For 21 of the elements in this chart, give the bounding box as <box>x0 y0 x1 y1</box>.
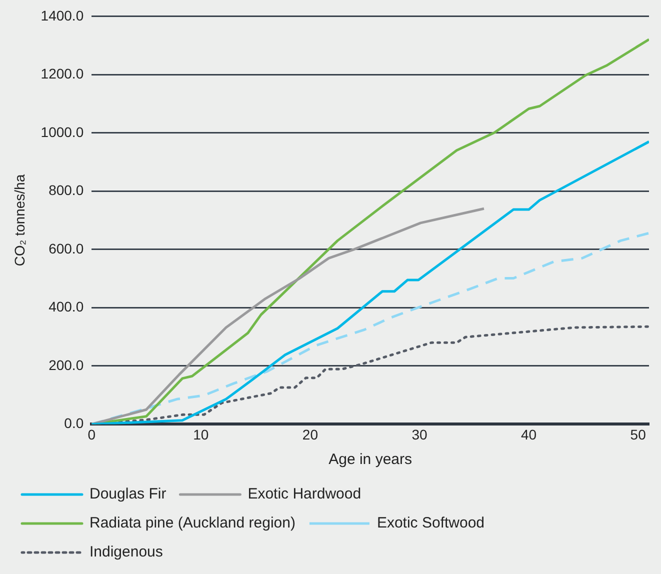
x-tick-label: 0 <box>88 426 96 442</box>
x-tick-label: 20 <box>302 426 318 442</box>
x-tick-label: 30 <box>412 426 428 442</box>
y-tick-label: 200.0 <box>48 356 84 373</box>
y-tick-label: 400.0 <box>48 298 84 315</box>
y-tick-label: 1400.0 <box>40 7 84 24</box>
y-tick-label: 600.0 <box>48 240 84 256</box>
legend-label: Exotic Hardwood <box>248 486 362 503</box>
y-tick-label: 1200.0 <box>40 66 84 82</box>
y-tick-label: 1000.0 <box>40 124 84 140</box>
x-tick-label: 50 <box>630 426 646 442</box>
y-tick-label: 0.0 <box>64 415 84 432</box>
legend-label: Douglas Fir <box>90 486 166 503</box>
y-tick-label: 800.0 <box>48 182 84 198</box>
legend-label: Indigenous <box>90 544 163 561</box>
legend-label: Radiata pine (Auckland region) <box>90 514 296 532</box>
x-tick-label: 10 <box>193 426 209 442</box>
y-axis-title: CO₂ tonnes/ha <box>11 174 28 266</box>
legend-label: Exotic Softwood <box>376 514 485 532</box>
x-axis-title: Age in years <box>328 451 412 468</box>
x-tick-label: 40 <box>520 426 537 442</box>
